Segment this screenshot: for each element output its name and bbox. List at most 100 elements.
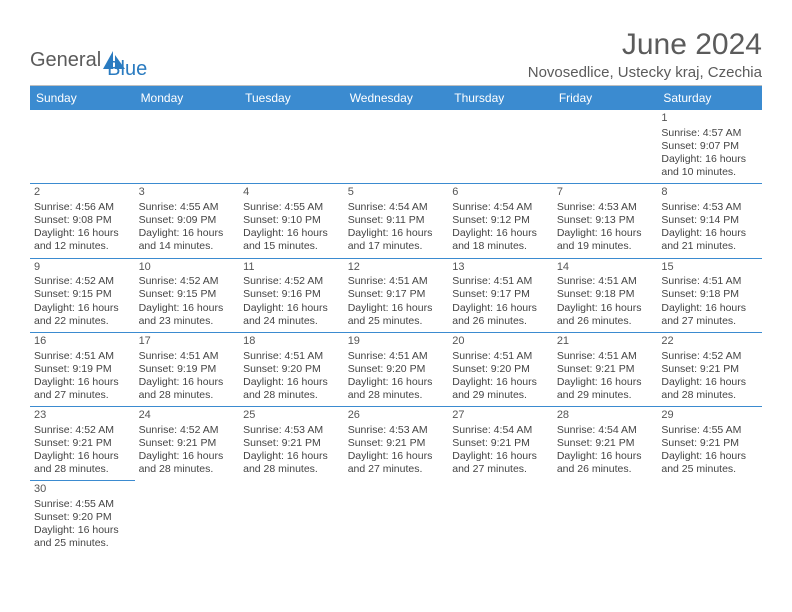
daylight-line: Daylight: 16 hours (557, 227, 654, 240)
sunset-line: Sunset: 9:10 PM (243, 214, 340, 227)
calendar-cell (135, 481, 240, 555)
sunset-line: Sunset: 9:17 PM (452, 288, 549, 301)
day-number: 11 (243, 261, 340, 275)
calendar-cell (135, 110, 240, 184)
sunrise-line: Sunrise: 4:56 AM (34, 201, 131, 214)
sunrise-line: Sunrise: 4:52 AM (34, 275, 131, 288)
daylight-line: and 17 minutes. (348, 240, 445, 253)
calendar-cell (448, 481, 553, 555)
daylight-line: and 27 minutes. (348, 463, 445, 476)
sunset-line: Sunset: 9:19 PM (139, 363, 236, 376)
calendar-table: Sunday Monday Tuesday Wednesday Thursday… (30, 86, 762, 555)
daylight-line: Daylight: 16 hours (661, 302, 758, 315)
day-number: 22 (661, 335, 758, 349)
sunset-line: Sunset: 9:14 PM (661, 214, 758, 227)
daylight-line: Daylight: 16 hours (243, 227, 340, 240)
sunrise-line: Sunrise: 4:51 AM (557, 275, 654, 288)
daylight-line: and 26 minutes. (452, 315, 549, 328)
calendar-cell: 14Sunrise: 4:51 AMSunset: 9:18 PMDayligh… (553, 258, 658, 332)
calendar-cell (239, 110, 344, 184)
daylight-line: and 25 minutes. (661, 463, 758, 476)
day-number: 28 (557, 409, 654, 423)
calendar-cell: 7Sunrise: 4:53 AMSunset: 9:13 PMDaylight… (553, 184, 658, 258)
sunrise-line: Sunrise: 4:51 AM (139, 350, 236, 363)
calendar-cell (553, 481, 658, 555)
sunrise-line: Sunrise: 4:52 AM (139, 275, 236, 288)
calendar-cell: 21Sunrise: 4:51 AMSunset: 9:21 PMDayligh… (553, 332, 658, 406)
calendar-cell: 23Sunrise: 4:52 AMSunset: 9:21 PMDayligh… (30, 407, 135, 481)
calendar-cell: 20Sunrise: 4:51 AMSunset: 9:20 PMDayligh… (448, 332, 553, 406)
daylight-line: and 29 minutes. (557, 389, 654, 402)
daylight-line: and 18 minutes. (452, 240, 549, 253)
daylight-line: Daylight: 16 hours (139, 227, 236, 240)
daylight-line: Daylight: 16 hours (348, 227, 445, 240)
day-header: Sunday (30, 86, 135, 110)
sunrise-line: Sunrise: 4:54 AM (348, 201, 445, 214)
calendar-cell: 4Sunrise: 4:55 AMSunset: 9:10 PMDaylight… (239, 184, 344, 258)
daylight-line: Daylight: 16 hours (243, 302, 340, 315)
sunset-line: Sunset: 9:21 PM (452, 437, 549, 450)
calendar-cell: 28Sunrise: 4:54 AMSunset: 9:21 PMDayligh… (553, 407, 658, 481)
day-header: Wednesday (344, 86, 449, 110)
sunset-line: Sunset: 9:21 PM (243, 437, 340, 450)
calendar-cell: 15Sunrise: 4:51 AMSunset: 9:18 PMDayligh… (657, 258, 762, 332)
calendar-cell: 16Sunrise: 4:51 AMSunset: 9:19 PMDayligh… (30, 332, 135, 406)
calendar-cell (239, 481, 344, 555)
sunset-line: Sunset: 9:21 PM (661, 363, 758, 376)
daylight-line: Daylight: 16 hours (557, 302, 654, 315)
day-number: 23 (34, 409, 131, 423)
sunset-line: Sunset: 9:18 PM (557, 288, 654, 301)
calendar-week-row: 16Sunrise: 4:51 AMSunset: 9:19 PMDayligh… (30, 332, 762, 406)
sunrise-line: Sunrise: 4:55 AM (661, 424, 758, 437)
day-number: 3 (139, 186, 236, 200)
title-block: June 2024 Novosedlice, Ustecky kraj, Cze… (528, 28, 762, 81)
day-number: 20 (452, 335, 549, 349)
calendar-cell (553, 110, 658, 184)
day-number: 26 (348, 409, 445, 423)
daylight-line: Daylight: 16 hours (452, 376, 549, 389)
daylight-line: Daylight: 16 hours (34, 302, 131, 315)
calendar-cell: 3Sunrise: 4:55 AMSunset: 9:09 PMDaylight… (135, 184, 240, 258)
daylight-line: and 23 minutes. (139, 315, 236, 328)
day-number: 4 (243, 186, 340, 200)
sunrise-line: Sunrise: 4:52 AM (661, 350, 758, 363)
calendar-cell: 29Sunrise: 4:55 AMSunset: 9:21 PMDayligh… (657, 407, 762, 481)
sunrise-line: Sunrise: 4:53 AM (661, 201, 758, 214)
day-number: 12 (348, 261, 445, 275)
daylight-line: and 14 minutes. (139, 240, 236, 253)
calendar-cell: 24Sunrise: 4:52 AMSunset: 9:21 PMDayligh… (135, 407, 240, 481)
daylight-line: Daylight: 16 hours (139, 376, 236, 389)
location-subtitle: Novosedlice, Ustecky kraj, Czechia (528, 64, 762, 81)
sunrise-line: Sunrise: 4:55 AM (34, 498, 131, 511)
calendar-cell: 27Sunrise: 4:54 AMSunset: 9:21 PMDayligh… (448, 407, 553, 481)
sunset-line: Sunset: 9:21 PM (661, 437, 758, 450)
calendar-week-row: 23Sunrise: 4:52 AMSunset: 9:21 PMDayligh… (30, 407, 762, 481)
daylight-line: Daylight: 16 hours (243, 450, 340, 463)
daylight-line: Daylight: 16 hours (661, 153, 758, 166)
day-number: 13 (452, 261, 549, 275)
daylight-line: and 27 minutes. (661, 315, 758, 328)
calendar-cell: 1Sunrise: 4:57 AMSunset: 9:07 PMDaylight… (657, 110, 762, 184)
calendar-cell: 6Sunrise: 4:54 AMSunset: 9:12 PMDaylight… (448, 184, 553, 258)
sunrise-line: Sunrise: 4:52 AM (139, 424, 236, 437)
sunrise-line: Sunrise: 4:52 AM (243, 275, 340, 288)
day-number: 15 (661, 261, 758, 275)
sunrise-line: Sunrise: 4:51 AM (557, 350, 654, 363)
daylight-line: Daylight: 16 hours (34, 450, 131, 463)
sunset-line: Sunset: 9:11 PM (348, 214, 445, 227)
daylight-line: Daylight: 16 hours (139, 302, 236, 315)
daylight-line: and 28 minutes. (348, 389, 445, 402)
calendar-cell: 9Sunrise: 4:52 AMSunset: 9:15 PMDaylight… (30, 258, 135, 332)
daylight-line: and 26 minutes. (557, 463, 654, 476)
sunrise-line: Sunrise: 4:53 AM (348, 424, 445, 437)
sunset-line: Sunset: 9:21 PM (557, 363, 654, 376)
sunset-line: Sunset: 9:20 PM (348, 363, 445, 376)
logo-word2: Blue (107, 58, 147, 81)
sunset-line: Sunset: 9:15 PM (34, 288, 131, 301)
daylight-line: Daylight: 16 hours (661, 227, 758, 240)
sunset-line: Sunset: 9:13 PM (557, 214, 654, 227)
day-number: 2 (34, 186, 131, 200)
calendar-cell: 13Sunrise: 4:51 AMSunset: 9:17 PMDayligh… (448, 258, 553, 332)
page-header: General Blue June 2024 Novosedlice, Uste… (30, 28, 762, 81)
day-number: 10 (139, 261, 236, 275)
